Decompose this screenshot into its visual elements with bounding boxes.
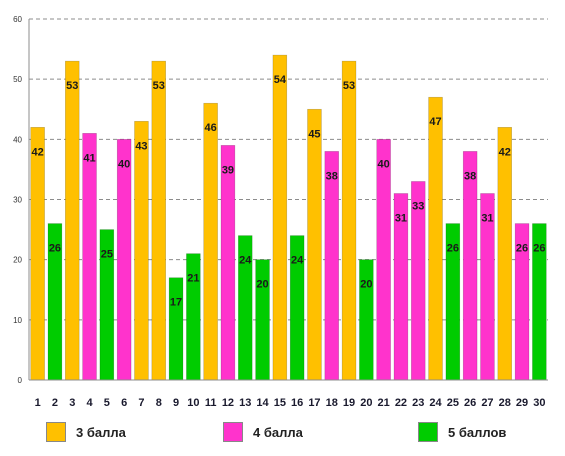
x-tick-label: 16 — [291, 397, 303, 409]
bar — [220, 145, 236, 381]
x-tick-label: 4 — [86, 397, 93, 409]
x-tick-label: 18 — [326, 397, 338, 409]
data-label: 17 — [170, 297, 182, 309]
bar — [428, 96, 443, 381]
legend-label-5: 5 баллов — [448, 424, 507, 440]
data-label: 47 — [429, 116, 441, 128]
bar — [203, 102, 218, 381]
data-label: 40 — [118, 158, 130, 170]
legend-item-4: 4 балла — [223, 422, 303, 442]
x-tick-label: 19 — [343, 397, 355, 409]
x-tick-label: 26 — [464, 397, 476, 409]
bar — [462, 151, 478, 381]
legend-swatch-4 — [223, 422, 243, 442]
bar — [168, 277, 184, 381]
data-label: 53 — [153, 80, 165, 92]
x-tick-label: 23 — [412, 397, 424, 409]
data-label: 45 — [308, 128, 320, 140]
data-label: 25 — [101, 249, 113, 261]
bar — [341, 60, 357, 381]
data-label: 38 — [464, 170, 476, 182]
legend-label-3: 3 балла — [76, 424, 126, 440]
data-label: 42 — [499, 146, 511, 158]
x-tick-label: 17 — [308, 397, 320, 409]
data-label: 20 — [360, 279, 372, 291]
x-tick-label: 7 — [138, 397, 144, 409]
data-label: 26 — [533, 243, 545, 255]
x-tick-label: 3 — [69, 397, 75, 409]
data-label: 43 — [135, 140, 147, 152]
bar-chart-svg: 0102030405060421262533414255406437538179… — [13, 15, 548, 409]
data-label: 31 — [395, 212, 407, 224]
bar — [307, 108, 322, 381]
bar — [116, 139, 132, 381]
data-label: 46 — [205, 122, 217, 134]
data-label: 39 — [222, 164, 234, 176]
data-label: 26 — [447, 243, 459, 255]
data-label: 31 — [481, 212, 493, 224]
bar — [65, 60, 80, 381]
data-label: 20 — [256, 279, 268, 291]
y-tick-label: 10 — [13, 316, 22, 325]
y-tick-label: 50 — [13, 75, 22, 84]
y-tick-label: 0 — [18, 376, 23, 385]
legend-swatch-5 — [418, 422, 438, 442]
x-tick-label: 20 — [360, 397, 372, 409]
x-tick-label: 5 — [104, 397, 110, 409]
x-tick-label: 6 — [121, 397, 127, 409]
x-tick-label: 8 — [156, 397, 162, 409]
data-label: 26 — [49, 243, 61, 255]
x-tick-label: 12 — [222, 397, 234, 409]
x-tick-label: 30 — [533, 397, 545, 409]
bar — [82, 133, 97, 381]
legend-item-5: 5 баллов — [418, 422, 506, 442]
bar — [497, 127, 512, 381]
x-tick-label: 28 — [499, 397, 511, 409]
bar — [272, 54, 288, 381]
bar — [134, 120, 149, 381]
legend-item-3: 3 балла — [46, 422, 126, 442]
bar — [324, 151, 339, 381]
x-tick-label: 21 — [378, 397, 390, 409]
bar — [30, 127, 45, 381]
legend-swatch-3 — [46, 422, 66, 442]
x-tick-label: 29 — [516, 397, 528, 409]
data-label: 38 — [326, 170, 338, 182]
bar — [151, 60, 166, 381]
data-label: 21 — [187, 273, 199, 285]
x-tick-label: 14 — [256, 397, 269, 409]
data-label: 40 — [378, 158, 390, 170]
data-label: 24 — [239, 255, 252, 267]
data-label: 53 — [343, 80, 355, 92]
x-tick-label: 27 — [481, 397, 493, 409]
x-tick-label: 9 — [173, 397, 179, 409]
y-tick-label: 20 — [13, 256, 22, 265]
x-tick-label: 1 — [35, 397, 41, 409]
data-label: 54 — [274, 74, 287, 86]
x-tick-label: 25 — [447, 397, 459, 409]
x-tick-label: 2 — [52, 397, 58, 409]
data-label: 53 — [66, 80, 78, 92]
x-tick-label: 22 — [395, 397, 407, 409]
x-tick-label: 10 — [187, 397, 199, 409]
bar — [376, 139, 391, 381]
data-label: 33 — [412, 200, 424, 212]
x-tick-label: 15 — [274, 397, 286, 409]
data-label: 42 — [32, 146, 44, 158]
data-label: 24 — [291, 255, 304, 267]
x-tick-label: 11 — [205, 397, 217, 409]
legend-label-4: 4 балла — [253, 424, 303, 440]
y-tick-label: 30 — [13, 196, 22, 205]
data-label: 41 — [83, 152, 95, 164]
data-label: 26 — [516, 243, 528, 255]
y-tick-label: 40 — [13, 135, 22, 144]
y-tick-label: 60 — [13, 15, 22, 24]
x-tick-label: 13 — [239, 397, 251, 409]
legend: 3 балла 4 балла 5 баллов — [0, 422, 565, 450]
x-tick-label: 24 — [429, 397, 442, 409]
